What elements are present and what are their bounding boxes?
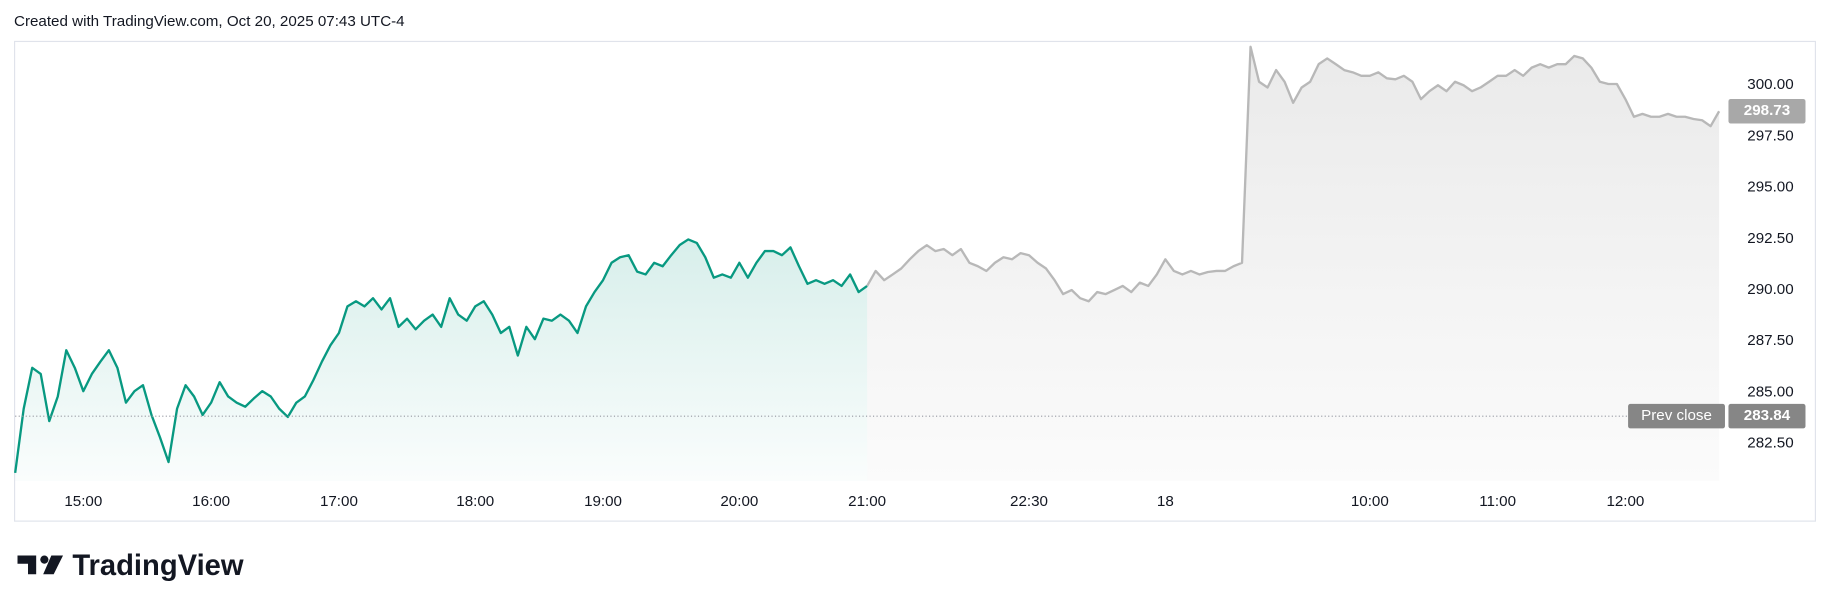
x-tick-label: 17:00 [320, 493, 358, 510]
prev-close-tag [1628, 403, 1725, 429]
price-line [14, 238, 868, 474]
y-tick-label: 282.50 [1747, 435, 1793, 452]
x-tick-label: 16:00 [192, 493, 230, 510]
last-price-label: 298.73 [1744, 102, 1790, 119]
x-tick-label: 18 [1157, 493, 1174, 510]
x-tick-label: 20:00 [720, 493, 758, 510]
last-price-box [1728, 98, 1806, 124]
prev-close-label: Prev close [1641, 407, 1712, 424]
chart-frame [14, 40, 1816, 522]
x-tick-label: 19:00 [584, 493, 622, 510]
y-tick-label: 297.50 [1747, 127, 1793, 144]
y-tick-label: 295.00 [1747, 179, 1793, 196]
x-tick-label: 12:00 [1606, 493, 1644, 510]
x-tick-label: 18:00 [456, 493, 494, 510]
y-tick-label: 292.50 [1747, 230, 1793, 247]
area-fill [15, 239, 868, 481]
x-tick-label: 21:00 [848, 493, 886, 510]
y-tick-label: 285.00 [1747, 383, 1793, 400]
prev-close-value-box [1728, 403, 1806, 429]
x-tick-label: 22:30 [1010, 493, 1048, 510]
header: Created with TradingView.com, Oct 20, 20… [14, 13, 405, 30]
y-tick-label: 287.50 [1747, 332, 1793, 349]
logo [17, 555, 64, 575]
price-line [866, 45, 1721, 303]
x-tick-label: 11:00 [1479, 493, 1516, 510]
y-tick-label: 300.00 [1747, 76, 1793, 93]
area-fill [867, 46, 1720, 481]
y-tick-label: 290.00 [1747, 281, 1793, 298]
x-tick-label: 10:00 [1351, 493, 1389, 510]
prev-close-value: 283.84 [1744, 407, 1791, 424]
x-tick-label: 15:00 [64, 493, 102, 510]
footer-brand: TradingView [72, 550, 244, 582]
